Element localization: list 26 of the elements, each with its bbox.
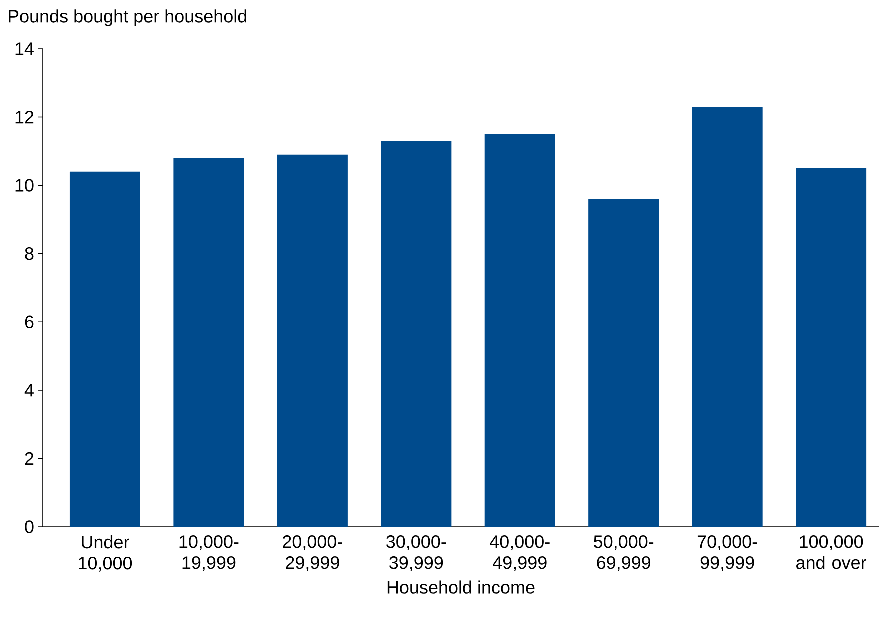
- bar: [796, 168, 867, 527]
- y-tick-label: 0: [25, 520, 34, 534]
- y-axis-title: Pounds bought per household: [9, 10, 246, 26]
- y-tick-label: 14: [16, 42, 34, 56]
- x-tick-label: 70,000- 99,999: [698, 536, 758, 572]
- bar: [692, 107, 763, 527]
- x-tick-label: Under 10,000: [79, 536, 132, 572]
- x-tick-label: 100,000 and over: [796, 536, 867, 570]
- bar: [70, 172, 140, 527]
- y-tick-label: 12: [16, 111, 34, 124]
- x-tick-label: 10,000- 19,999: [180, 536, 239, 572]
- bar: [381, 141, 452, 527]
- y-tick-label: 10: [16, 179, 34, 192]
- x-tick-label: 20,000- 29,999: [283, 536, 342, 572]
- y-tick-label: 2: [25, 452, 34, 465]
- bar: [174, 158, 244, 527]
- x-tick-label: 50,000- 69,999: [594, 536, 654, 572]
- x-tick-label: 40,000- 49,999: [490, 536, 550, 572]
- y-tick-label: 6: [25, 316, 34, 329]
- x-axis-title: Household income: [388, 580, 535, 594]
- y-tick-label: 8: [25, 247, 34, 260]
- bar: [588, 199, 660, 527]
- bar: [484, 134, 556, 527]
- bar: [277, 154, 348, 527]
- y-tick-label: 4: [24, 384, 34, 397]
- x-tick-label: 30,000- 39,999: [386, 536, 446, 572]
